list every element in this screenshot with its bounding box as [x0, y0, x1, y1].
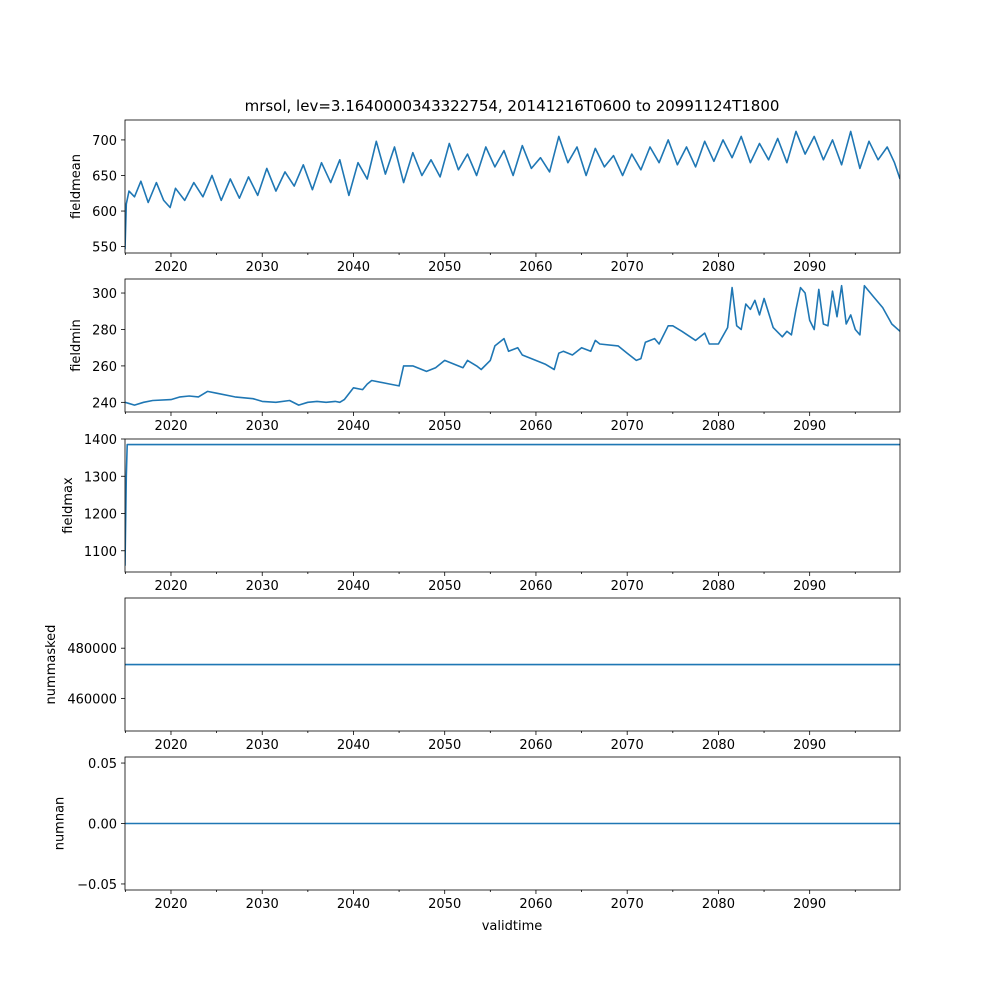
- x-tick-label: 2060: [519, 260, 552, 275]
- y-tick-label: −0.05: [77, 878, 117, 893]
- x-tick-label: 2050: [428, 897, 461, 912]
- x-tick-label: 2070: [611, 579, 644, 594]
- axes-frame: [124, 119, 901, 254]
- x-tick-label: 2030: [246, 579, 279, 594]
- y-axis-label: fieldmax: [61, 477, 76, 534]
- y-tick-label: 1200: [84, 508, 117, 523]
- x-tick-label: 2070: [611, 260, 644, 275]
- x-tick-label: 2030: [246, 260, 279, 275]
- chart-title: mrsol, lev=3.1640000343322754, 20141216T…: [245, 97, 780, 115]
- x-tick-label: 2040: [337, 419, 370, 434]
- y-tick-label: 1100: [84, 545, 117, 560]
- y-tick-label: 550: [92, 241, 117, 256]
- x-tick-label: 2020: [154, 419, 187, 434]
- x-tick-label: 2050: [428, 579, 461, 594]
- x-tick-label: 2050: [428, 419, 461, 434]
- x-tick-label: 2020: [154, 897, 187, 912]
- x-tick-label: 2060: [519, 579, 552, 594]
- x-tick-label: 2040: [337, 260, 370, 275]
- x-tick-label: 2080: [702, 579, 735, 594]
- x-tick-label: 2090: [793, 579, 826, 594]
- x-tick-label: 2080: [702, 897, 735, 912]
- y-axis-label: nummasked: [44, 625, 59, 705]
- axes-frame: [124, 278, 901, 413]
- panel-fieldmin: 2020 2030 2040 2050 2060 2070 2080 2090 240 260 28…: [69, 278, 901, 434]
- y-tick-label: 700: [92, 134, 117, 149]
- x-tick-label: 2060: [519, 738, 552, 753]
- y-tick-label: 260: [92, 360, 117, 375]
- axes-frame: [124, 597, 901, 732]
- x-tick-label: 2030: [246, 419, 279, 434]
- x-tick-label: 2070: [611, 897, 644, 912]
- y-tick-label: 650: [92, 169, 117, 184]
- x-tick-label: 2060: [519, 419, 552, 434]
- x-tick-label: 2030: [246, 897, 279, 912]
- y-tick-label: 480000: [67, 642, 117, 657]
- x-tick-label: 2080: [702, 419, 735, 434]
- y-tick-label: 240: [92, 396, 117, 411]
- x-tick-label: 2030: [246, 738, 279, 753]
- x-tick-label: 2020: [154, 738, 187, 753]
- y-tick-label: 300: [92, 287, 117, 302]
- axes-frame: [124, 756, 901, 891]
- series-line-fieldmax: [125, 443, 900, 566]
- x-axis-label: validtime: [482, 919, 543, 934]
- y-tick-label: 600: [92, 205, 117, 220]
- x-tick-label: 2090: [793, 897, 826, 912]
- y-tick-label: 460000: [67, 692, 117, 707]
- x-tick-label: 2050: [428, 738, 461, 753]
- x-tick-label: 2040: [337, 897, 370, 912]
- y-tick-label: 280: [92, 323, 117, 338]
- axes-frame: [124, 438, 901, 573]
- y-tick-label: 0.00: [88, 818, 117, 833]
- panel-fieldmax: 2020 2030 2040 2050 2060 2070 2080 2090 1100 1200…: [61, 433, 901, 594]
- panel-fieldmean: 2020 2030 2040 2050 2060 2070 2080 2090 550 600 65…: [69, 119, 901, 275]
- x-tick-label: 2070: [611, 738, 644, 753]
- y-tick-label: 1300: [84, 470, 117, 485]
- y-axis-label: fieldmin: [69, 319, 84, 372]
- x-tick-label: 2040: [337, 579, 370, 594]
- x-tick-label: 2070: [611, 419, 644, 434]
- y-axis-label: numnan: [53, 797, 68, 851]
- y-axis-label: fieldmean: [69, 154, 84, 219]
- x-tick-label: 2080: [702, 260, 735, 275]
- x-tick-label: 2080: [702, 738, 735, 753]
- x-tick-label: 2090: [793, 419, 826, 434]
- panel-nummasked: 2020 2030 2040 2050 2060 2070 2080 2090 460000 48…: [44, 597, 901, 753]
- x-tick-label: 2040: [337, 738, 370, 753]
- series-line-fieldmean: [125, 130, 900, 250]
- x-tick-label: 2050: [428, 260, 461, 275]
- y-tick-label: 0.05: [88, 757, 117, 772]
- series-line-fieldmin: [125, 284, 900, 406]
- panel-numnan: 2020 2030 2040 2050 2060 2070 2080 2090 −0.05 0.0…: [53, 756, 901, 912]
- y-tick-label: 1400: [84, 433, 117, 448]
- x-tick-label: 2020: [154, 579, 187, 594]
- x-tick-label: 2090: [793, 260, 826, 275]
- x-tick-label: 2020: [154, 260, 187, 275]
- x-tick-label: 2060: [519, 897, 552, 912]
- x-tick-label: 2090: [793, 738, 826, 753]
